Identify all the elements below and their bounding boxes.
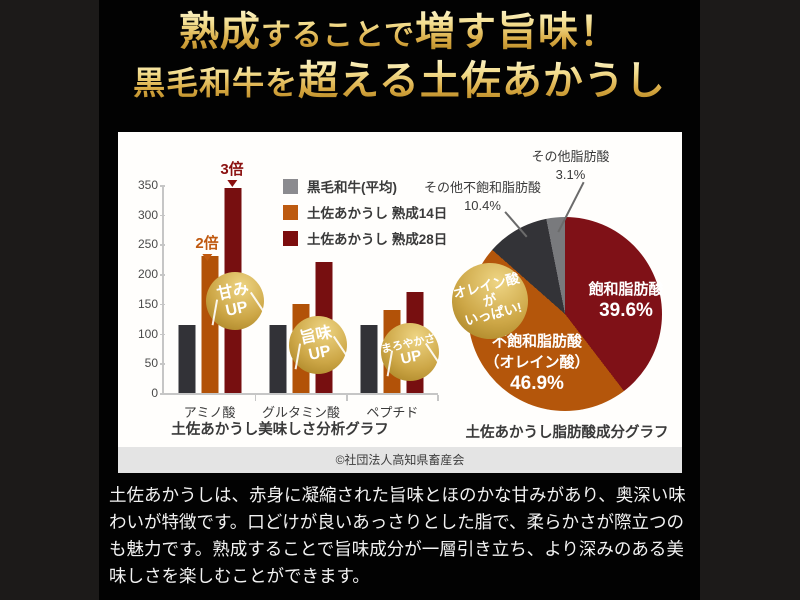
slash-decoration-icon — [212, 299, 219, 326]
y-axis-tick-label: 150 — [112, 297, 165, 311]
slice-percent: 3.1% — [555, 166, 586, 182]
y-axis-tick-label: 0 — [112, 386, 165, 400]
y-axis-tick-label: 100 — [112, 327, 165, 341]
bar — [178, 324, 196, 393]
legend-item: 土佐あかうし 熟成28日 — [283, 228, 447, 248]
y-axis-tick-label: 300 — [112, 208, 165, 222]
category-label: ペプチド — [366, 405, 419, 420]
pie-label-saturated: 飽和脂肪酸 39.6% — [570, 278, 682, 322]
pie-label-other-unsaturated: その他不飽和脂肪酸 10.4% — [405, 179, 560, 214]
y-axis-tick-label: 350 — [112, 178, 165, 192]
bar-chart-legend: 黒毛和牛(平均) 土佐あかうし 熟成14日 土佐あかうし 熟成28日 — [283, 176, 447, 254]
legend-swatch — [283, 204, 298, 220]
legend-label: 黒毛和牛(平均) — [307, 180, 397, 195]
slash-decoration-icon — [249, 292, 266, 315]
bar — [360, 324, 378, 393]
title-segment: 黒毛和牛を — [133, 63, 299, 102]
title-line-1: 熟成することで増す旨味！ — [99, 8, 700, 57]
badge-text: UP — [307, 342, 333, 364]
bar-annotation-3x: 3倍 — [220, 158, 244, 187]
content-column: 熟成することで増す旨味！ 黒毛和牛を超える土佐あかうし 0 50 100 150 200… — [99, 0, 700, 600]
slice-label: 飽和脂肪酸 — [588, 281, 664, 298]
badge-text: UP — [399, 346, 424, 368]
legend-swatch — [283, 178, 298, 194]
bar — [269, 324, 287, 393]
y-axis-tick-label: 200 — [112, 267, 165, 281]
copyright-notice: ©社団法人高知県畜産会 — [118, 447, 682, 473]
category-label: グルタミン酸 — [261, 405, 340, 420]
slice-label: その他脂肪酸 — [531, 149, 610, 164]
category-label: アミノ酸 — [183, 405, 236, 420]
y-axis-tick-label: 250 — [112, 237, 165, 251]
slash-decoration-icon — [295, 343, 302, 370]
legend-label: 土佐あかうし 熟成14日 — [307, 206, 448, 221]
title-segment: することで — [260, 18, 416, 53]
slice-percent: 46.9% — [510, 373, 564, 394]
slice-percent: 10.4% — [464, 197, 501, 213]
title-line-2: 黒毛和牛を超える土佐あかうし — [99, 57, 700, 106]
legend-item: 黒毛和牛(平均) — [283, 176, 447, 196]
pie-label-other-fatty-acid: その他脂肪酸 3.1% — [513, 148, 628, 183]
legend-swatch — [283, 230, 298, 246]
legend-item: 土佐あかうし 熟成14日 — [283, 202, 447, 222]
slice-label: 不飽和脂肪酸 — [491, 333, 582, 350]
description-text: 土佐あかうしは、赤身に凝縮された旨味とほのかな甘みがあり、奥深い味わいが特徴です… — [109, 485, 686, 586]
pie-chart-caption: 土佐あかうし脂肪酸成分グラフ — [465, 425, 669, 441]
title-segment: 増す旨味！ — [415, 8, 621, 55]
annotation-text: 3倍 — [220, 161, 244, 178]
slash-decoration-icon — [424, 343, 441, 366]
legend-label: 土佐あかうし 熟成28日 — [307, 232, 448, 247]
slash-decoration-icon — [332, 336, 349, 359]
badge-text: UP — [224, 298, 250, 320]
title-segment: 超える土佐あかうし — [298, 56, 666, 104]
page-title: 熟成することで増す旨味！ 黒毛和牛を超える土佐あかうし — [99, 8, 700, 106]
pie-label-unsaturated: 不飽和脂肪酸 （オレイン酸） 46.9% — [480, 330, 594, 395]
chart-panel: 0 50 100 150 200 250 300 350 アミノ酸 グルタミン酸 ペプチド 黒毛和… — [118, 132, 682, 447]
arrow-down-icon — [227, 180, 237, 187]
slice-percent: 39.6% — [599, 300, 653, 321]
bar-chart-caption: 土佐あかうし美味しさ分析グラフ — [171, 422, 389, 438]
slice-label: その他不飽和脂肪酸 — [423, 180, 541, 195]
annotation-text: 2倍 — [195, 235, 219, 252]
y-axis-tick-label: 50 — [112, 356, 165, 370]
arrow-down-icon — [202, 254, 212, 261]
bar-annotation-2x: 2倍 — [195, 232, 219, 261]
slice-label: （オレイン酸） — [484, 354, 590, 371]
title-segment: 熟成 — [178, 8, 261, 55]
bar — [201, 256, 219, 393]
